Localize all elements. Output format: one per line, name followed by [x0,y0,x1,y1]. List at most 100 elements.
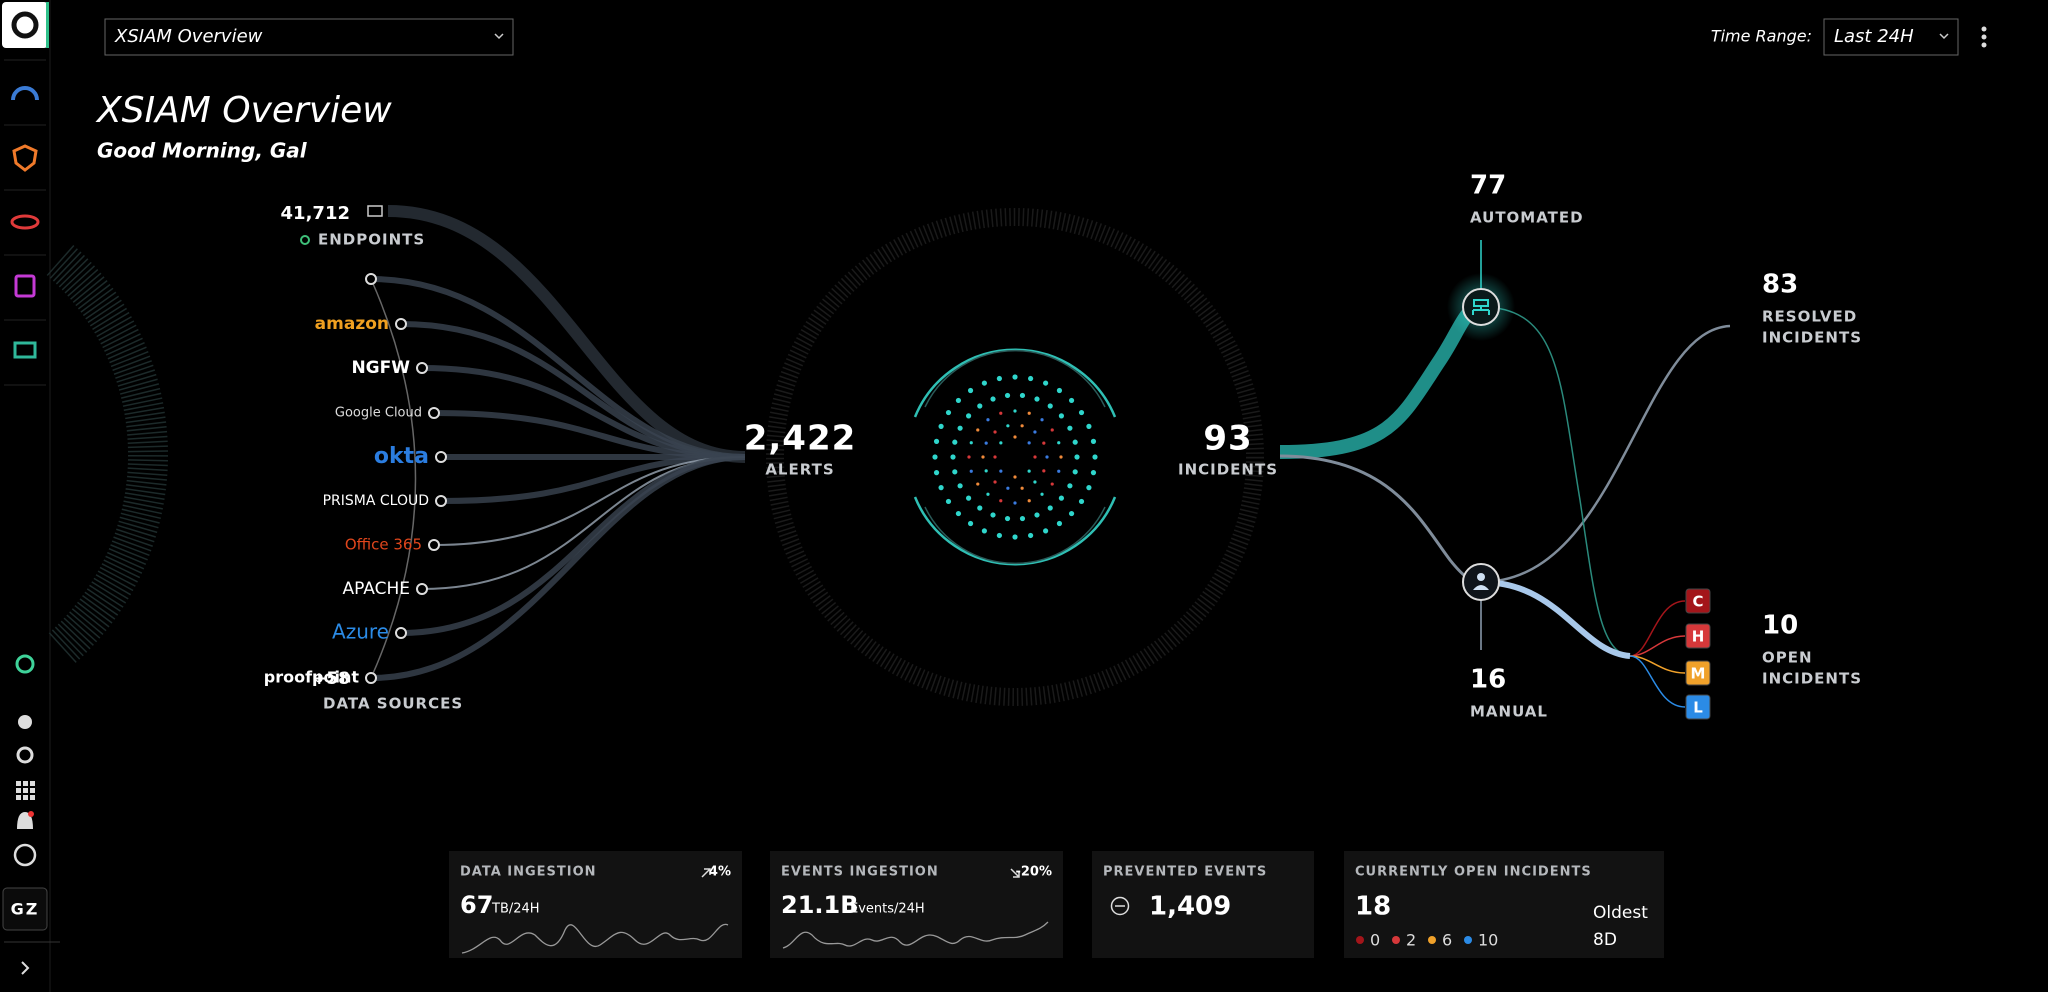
core-dot [1013,501,1017,505]
manual-open-flow [1480,579,1631,659]
source-flow [400,321,746,460]
outer-ring [766,208,1264,706]
core-dot [1004,515,1011,522]
core-dot [952,439,958,445]
core-dot [967,455,971,459]
core-dot [976,428,980,432]
dropdown-caret [1939,33,1949,40]
core-dot [1056,520,1063,527]
core-dot [986,492,990,496]
nav-icon-report[interactable] [14,274,36,298]
nav-icon-shield[interactable] [12,144,38,172]
trend-down-icon [1010,868,1020,878]
more-menu[interactable] [1981,26,1987,48]
dot [23,788,28,793]
time-range-select[interactable] [1823,18,1959,56]
user-avatar[interactable] [2,887,48,931]
card-title: PREVENTED EVENTS [1103,865,1267,880]
open-label: OPEN [1762,649,1813,667]
severity-letter: C [1692,593,1703,611]
endpoint-icon [367,205,383,217]
endpoints-count: 41,712 [281,203,350,224]
severity-letter: H [1692,628,1705,646]
nav-icon-settings[interactable] [16,746,34,764]
severity-count: 0 [1370,931,1380,950]
nav-icon-bug[interactable] [18,715,32,729]
card[interactable] [449,851,742,958]
card-title: EVENTS INGESTION [781,865,939,880]
core-dot [977,403,983,409]
card-value: 18 [1355,892,1391,922]
sidebar [0,0,50,992]
source-node [435,495,447,507]
dropdown-caret [494,33,504,40]
source-node [435,451,447,463]
core-dot [1012,534,1018,540]
source-flows: amazon NGFW Google Cloud okta PRISMA CLOUD Of… [264,205,746,687]
core-dot [955,510,962,517]
source-logo: amazon [315,314,389,334]
dashboard-select[interactable] [104,18,514,56]
nav-icon-eye[interactable] [10,214,40,230]
core-dot [965,495,972,501]
core-dot [1067,425,1073,431]
core-dot [984,441,988,445]
core-dot [990,396,996,402]
core-dot [1040,492,1044,496]
severity-badge[interactable] [1685,694,1711,720]
core-dot [1004,392,1011,399]
core-dot [1072,439,1078,445]
core-dot [967,387,974,394]
source-node [416,362,428,374]
alerts-label: ALERTS [765,461,834,479]
severity-badge[interactable] [1685,623,1711,649]
core-dot [965,413,972,419]
source-logo: NGFW [351,358,410,378]
nav-icon-help[interactable] [13,843,37,867]
nav-icon-apps[interactable] [16,781,35,800]
nav-icon-bell[interactable] [17,812,33,829]
core-dot [1068,510,1075,517]
severity-badge[interactable] [1685,660,1711,686]
severity-badge[interactable] [1685,588,1711,614]
nav-icon-assistant[interactable] [15,654,35,674]
core-dot [977,505,983,511]
core-dot [1047,505,1053,511]
core-dot [976,482,980,486]
manual-resolved-flow [1480,324,1731,584]
logo-accent [46,2,49,48]
ring-arc-top-inner [924,349,1106,408]
core-dot [1020,486,1024,490]
notification-dot [28,811,34,817]
manual-node[interactable] [1462,563,1500,601]
core-dot [933,438,940,444]
user-initials: GZ [11,900,40,919]
core-dot [993,480,997,484]
nav-icon-screen[interactable] [13,341,37,359]
source-node [428,539,440,551]
card-open-incidents: CURRENTLY OPEN INCIDENTS 18 Oldest 8D 0 2… [1344,851,1664,958]
decorations [46,208,1264,706]
core-dot [981,455,985,459]
open-label: INCIDENTS [1762,670,1862,688]
core-dot [1027,469,1031,473]
endpoint-status [300,235,310,245]
core-dot [993,430,997,434]
nav-icon-dashboard[interactable] [11,86,39,101]
branch-high [1629,635,1686,657]
expand-sidebar[interactable] [21,961,30,975]
dot [30,795,35,800]
card-value: 67 [460,891,493,919]
logo[interactable] [2,2,48,48]
severity-letter: L [1693,699,1703,717]
core-dot [1072,469,1078,475]
core-dot [1057,469,1061,473]
person-body [1473,585,1489,590]
core-dot [1027,441,1031,445]
oldest-value: 8D [1593,930,1617,950]
dot [1981,34,1987,40]
source-logo: APACHE [342,579,410,599]
resolved-count: 83 [1762,270,1798,300]
dot [1981,42,1987,48]
